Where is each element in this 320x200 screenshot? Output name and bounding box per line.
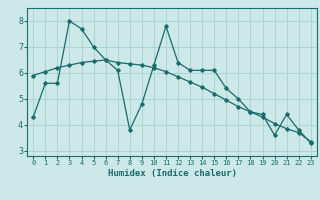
X-axis label: Humidex (Indice chaleur): Humidex (Indice chaleur) [108, 169, 236, 178]
